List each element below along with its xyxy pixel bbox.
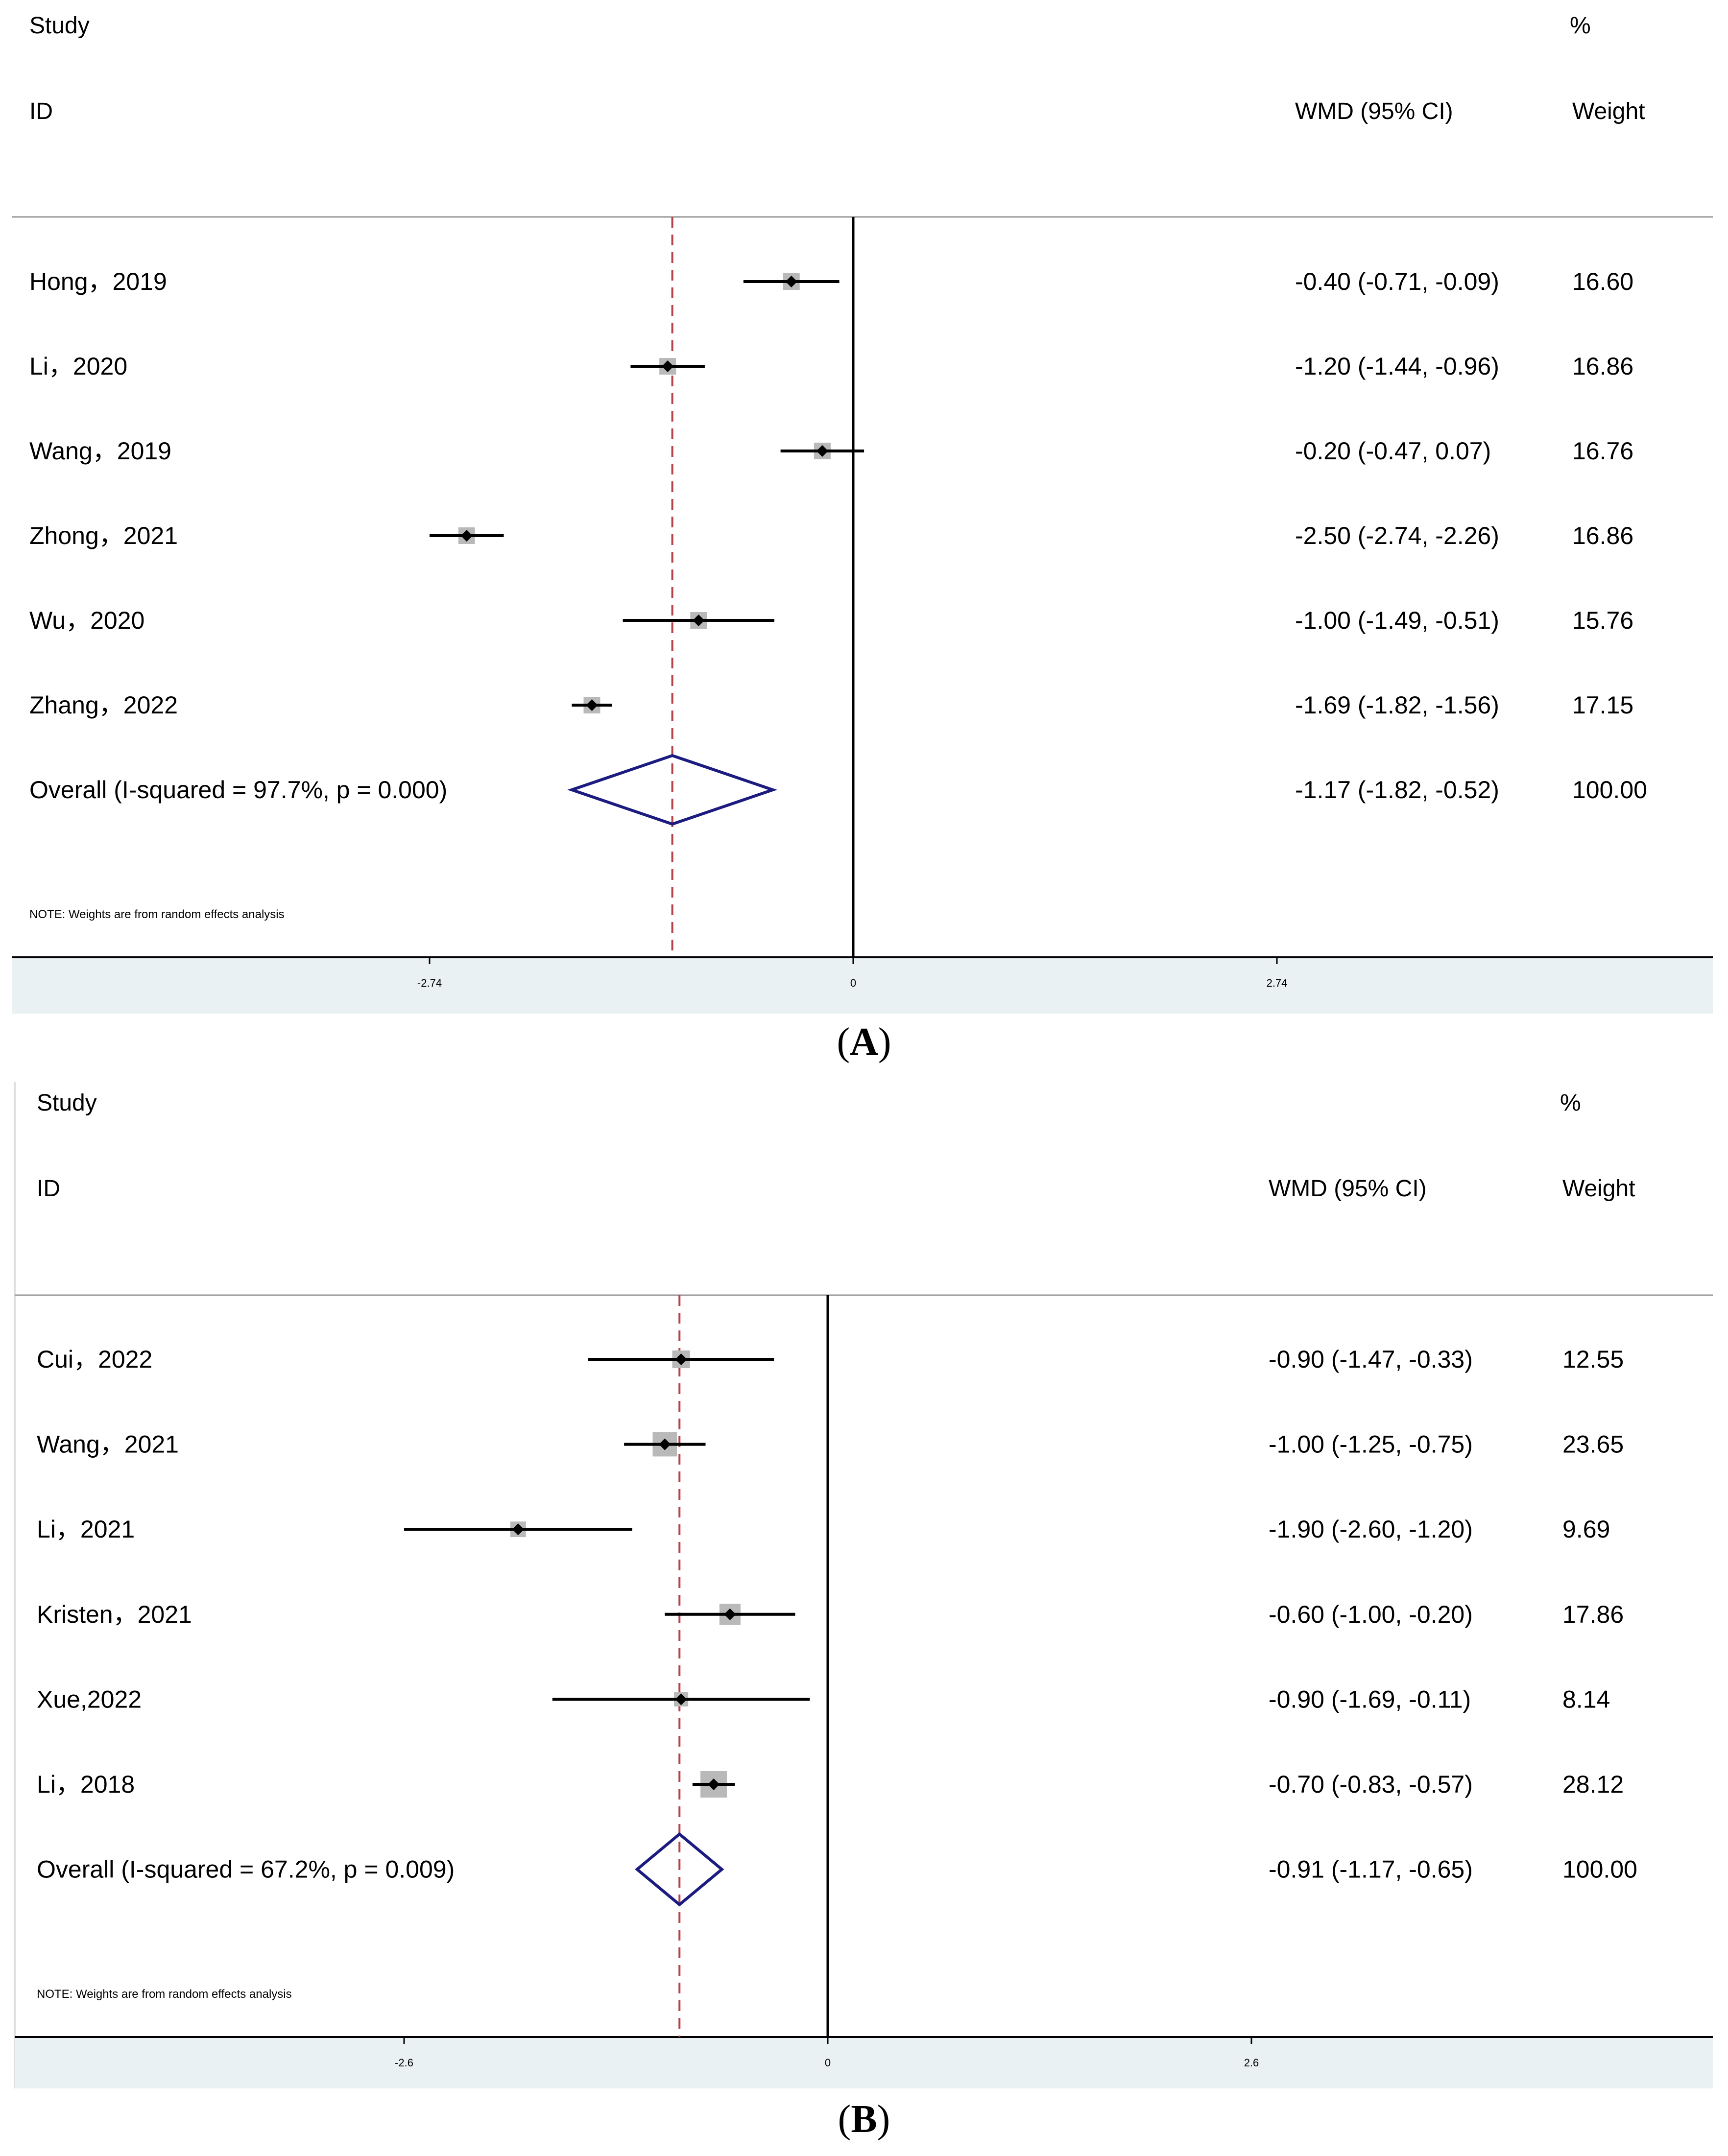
point-estimate-marker [708,1778,720,1790]
overall-weight-text: 100.00 [1562,1856,1637,1883]
x-tick-label: -2.6 [395,2057,413,2069]
point-estimate-marker [693,615,705,626]
study-weight-text: 17.86 [1562,1601,1624,1628]
study-ci-text: -1.20 (-1.44, -0.96) [1295,353,1499,380]
point-estimate-marker [816,445,828,457]
study-ci-text: -1.90 (-2.60, -1.20) [1269,1516,1473,1543]
x-tick-label: 2.74 [1267,977,1288,989]
header-weight: Weight [1562,1176,1635,1202]
study-ci-text: -0.90 (-1.47, -0.33) [1269,1346,1473,1373]
point-estimate-marker [675,1353,687,1365]
study-weight-text: 16.86 [1572,522,1633,549]
x-axis-band [15,2037,1713,2088]
study-label: Wu，2020 [29,607,144,634]
overall-diamond [635,1832,724,1907]
study-label: Wang，2021 [37,1431,179,1458]
weights-note: NOTE: Weights are from random effects an… [29,908,285,921]
panel-label-b: (B) [838,2098,890,2141]
study-label: Kristen，2021 [37,1601,192,1628]
point-estimate-marker [586,699,598,711]
study-weight-text: 16.76 [1572,437,1633,465]
header-id: ID [37,1176,60,1202]
panel-label-a: (A) [837,1020,891,1064]
point-estimate-marker [662,360,674,372]
study-ci-text: -1.00 (-1.49, -0.51) [1295,607,1499,634]
study-weight-text: 8.14 [1562,1685,1610,1713]
header-percent: % [1570,13,1591,39]
study-ci-text: -0.70 (-0.83, -0.57) [1269,1771,1473,1798]
header-weight: Weight [1572,98,1645,124]
study-label: Li，2018 [37,1771,135,1798]
study-weight-text: 16.86 [1572,353,1633,380]
x-tick-label: 0 [850,977,856,989]
study-label: Zhang，2022 [29,691,178,719]
point-estimate-marker [675,1693,687,1706]
study-label: Li，2021 [37,1516,135,1543]
study-weight-text: 15.76 [1572,607,1633,634]
study-label: Zhong，2021 [29,522,178,549]
overall-diamond [567,754,778,826]
overall-label: Overall (I-squared = 67.2%, p = 0.009) [37,1856,455,1883]
header-study: Study [37,1090,97,1116]
study-label: Li，2020 [29,353,127,380]
study-weight-text: 28.12 [1562,1771,1624,1798]
study-weight-text: 23.65 [1562,1431,1624,1458]
overall-weight-text: 100.00 [1572,776,1647,804]
point-estimate-marker [659,1438,671,1450]
study-weight-text: 12.55 [1562,1346,1624,1373]
study-ci-text: -0.60 (-1.00, -0.20) [1269,1601,1473,1628]
study-label: Xue,2022 [37,1685,142,1713]
header-study: Study [29,13,90,39]
point-estimate-marker [785,276,797,287]
weights-note: NOTE: Weights are from random effects an… [37,1988,292,2001]
point-estimate-marker [724,1608,736,1620]
study-ci-text: -0.40 (-0.71, -0.09) [1295,268,1499,295]
study-ci-text: -1.69 (-1.82, -1.56) [1295,691,1499,719]
study-label: Wang，2019 [29,437,171,465]
study-label: Cui，2022 [37,1346,152,1373]
overall-ci-text: -0.91 (-1.17, -0.65) [1269,1856,1473,1883]
study-label: Hong，2019 [29,268,167,295]
header-effect: WMD (95% CI) [1295,98,1453,124]
header-id: ID [29,98,53,124]
study-ci-text: -0.90 (-1.69, -0.11) [1269,1685,1471,1713]
study-weight-text: 16.60 [1572,268,1633,295]
study-weight-text: 9.69 [1562,1516,1610,1543]
study-ci-text: -0.20 (-0.47, 0.07) [1295,437,1491,465]
point-estimate-marker [460,530,473,542]
study-weight-text: 17.15 [1572,691,1633,719]
x-tick-label: 0 [825,2057,831,2069]
header-percent: % [1560,1090,1581,1116]
x-tick-label: 2.6 [1244,2057,1259,2069]
forest-panel-a: Study ID% WMD (95% CI) Weight -2.74 0 2.74 Hong… [12,13,1713,1014]
overall-label: Overall (I-squared = 97.7%, p = 0.000) [29,776,447,804]
x-tick-label: -2.74 [417,977,442,989]
overall-ci-text: -1.17 (-1.82, -0.52) [1295,776,1499,804]
study-ci-text: -1.00 (-1.25, -0.75) [1269,1431,1473,1458]
x-axis-band [12,957,1713,1014]
forest-panel-b: Study ID% WMD (95% CI) Weight -2.6 0 2.6 Cui，20… [14,1082,1713,2088]
study-ci-text: -2.50 (-2.74, -2.26) [1295,522,1499,549]
point-estimate-marker [512,1523,524,1536]
header-effect: WMD (95% CI) [1269,1176,1427,1202]
